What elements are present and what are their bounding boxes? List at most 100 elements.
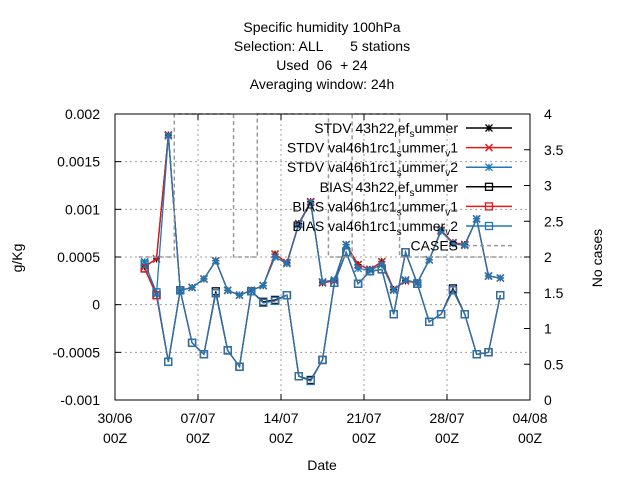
- title-line: Specific humidity 100hPa: [243, 19, 400, 35]
- data-point: [235, 291, 244, 300]
- data-point: [211, 289, 220, 298]
- legend-label: BIAS 43h22refsummer: [320, 179, 459, 199]
- x-tick-label-hour: 00Z: [186, 430, 211, 446]
- series: [138, 113, 507, 386]
- data-point: [377, 260, 386, 269]
- data-point: [330, 278, 339, 287]
- data-point: [472, 350, 481, 359]
- data-point: [472, 214, 481, 223]
- title-line: Selection: ALL 5 stations: [234, 38, 410, 54]
- data-point: [294, 220, 303, 229]
- y2-tick-label: 3: [544, 178, 552, 194]
- legend-marker: [485, 163, 493, 172]
- data-point: [460, 241, 469, 250]
- data-point: [270, 296, 280, 306]
- y2-axis-label: No cases: [589, 229, 605, 287]
- x-tick-label-date: 07/07: [180, 410, 215, 426]
- data-point: [306, 198, 315, 207]
- data-point: [318, 277, 327, 286]
- data-point: [247, 286, 256, 295]
- data-point: [259, 281, 268, 290]
- legend-entry-stdv-val46h1rc1-summer-v2: STDV val46h1rc1summerv2: [287, 159, 512, 179]
- y2-tick-label: 2: [544, 249, 552, 265]
- data-point: [365, 267, 375, 276]
- y2-tick-label: 0: [544, 392, 552, 408]
- x-tick-label-hour: 00Z: [435, 430, 460, 446]
- data-point: [211, 256, 220, 265]
- data-point: [223, 346, 232, 355]
- series-line: [144, 249, 501, 382]
- y-tick-label: -0.0005: [53, 344, 101, 360]
- data-point: [140, 259, 149, 268]
- chart-title: Specific humidity 100hPa Selection: ALL 5…: [234, 19, 410, 92]
- data-point: [413, 279, 422, 288]
- x-tick-label-hour: 00Z: [269, 430, 294, 446]
- legend-label: BIAS val46h1rc1summerv1: [292, 198, 458, 218]
- legend-entry-stdv-43h22-ref-summer: STDV 43h22refsummer: [314, 120, 512, 140]
- series-bias-val46h1rc1-summer-v2: [140, 248, 505, 386]
- data-point: [377, 265, 386, 274]
- data-point: [484, 348, 493, 357]
- title-line: Averaging window: 24h: [250, 76, 395, 92]
- data-point: [484, 272, 493, 281]
- data-point: [306, 376, 315, 386]
- legend-label: BIAS val46h1rc1summerv2: [292, 218, 458, 238]
- x-tick-label-hour: 00Z: [352, 430, 377, 446]
- x-tick-label-date: 28/07: [429, 410, 464, 426]
- legend-label: CASES: [411, 238, 458, 254]
- data-point: [164, 357, 173, 367]
- legend-label: STDV 43h22refsummer: [314, 120, 458, 140]
- data-point: [401, 275, 410, 284]
- data-point: [389, 310, 398, 319]
- legend-marker: [484, 221, 494, 231]
- data-point: [199, 274, 208, 283]
- y-tick-label: -0.001: [60, 392, 100, 408]
- y2-axis-ticks: 0 0.5 1 1.5 2 2.5 3 3.5 4: [524, 106, 564, 408]
- x-tick-label-date: 30/06: [97, 410, 132, 426]
- y-tick-label: 0.0015: [57, 154, 100, 170]
- data-point: [460, 310, 469, 319]
- data-point: [282, 259, 291, 268]
- data-point: [140, 257, 149, 266]
- data-point: [282, 290, 292, 300]
- data-point: [354, 264, 363, 273]
- x-tick-label-hour: 00Z: [518, 430, 543, 446]
- series-line: [144, 249, 501, 382]
- y-axis-ticks: -0.001 -0.0005 0 0.0005 0.001 0.0015 0.002: [53, 106, 121, 408]
- data-point: [176, 286, 185, 295]
- y2-tick-label: 4: [544, 106, 552, 122]
- data-point: [318, 355, 327, 365]
- data-point: [436, 310, 446, 319]
- data-point: [342, 240, 351, 249]
- data-point: [448, 239, 457, 248]
- data-point: [223, 286, 232, 295]
- legend-label: STDV val46h1rc1summerv1: [287, 140, 458, 160]
- data-point: [271, 253, 280, 261]
- y-tick-label: 0.002: [65, 106, 100, 122]
- x-axis-ticks: 30/06 00Z 07/07 00Z 14/07 00Z 21/07 00Z 28/07 00Z…: [97, 114, 548, 446]
- data-point: [389, 286, 398, 295]
- x-tick-label-date: 21/07: [346, 410, 381, 426]
- y-axis-label: g/Kg: [9, 244, 25, 273]
- legend-entry-stdv-val46h1rc1-summer-v1: STDV val46h1rc1summerv1: [287, 140, 512, 160]
- legend-label: STDV val46h1rc1summerv2: [287, 159, 458, 179]
- title-line: Used 06 + 24: [276, 57, 368, 73]
- x-axis-label: Date: [307, 457, 337, 473]
- data-point: [425, 255, 434, 264]
- y2-tick-label: 0.5: [544, 356, 564, 372]
- legend-marker: [484, 143, 494, 152]
- y2-tick-label: 2.5: [544, 213, 564, 229]
- data-point: [294, 372, 303, 381]
- data-point: [235, 362, 244, 371]
- data-point: [188, 283, 197, 292]
- data-point: [437, 227, 446, 236]
- x-tick-label-date: 04/08: [512, 410, 547, 426]
- y-tick-label: 0.001: [65, 201, 100, 217]
- data-point: [353, 279, 363, 288]
- legend-marker: [484, 182, 494, 191]
- data-point: [365, 266, 374, 275]
- data-point: [164, 131, 173, 140]
- data-point: [199, 350, 209, 359]
- x-tick-label-date: 14/07: [263, 410, 298, 426]
